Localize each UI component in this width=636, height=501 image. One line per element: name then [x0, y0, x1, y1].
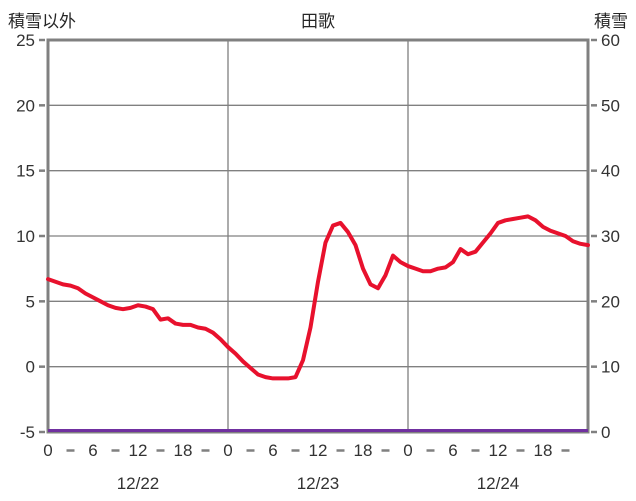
- x-tick-label: 12: [129, 441, 148, 460]
- right-axis-title: 積雪: [594, 12, 628, 31]
- x-tick-label: 18: [534, 441, 553, 460]
- y-left-tick-label: 10: [16, 227, 35, 246]
- y-right-tick-label: 20: [601, 292, 620, 311]
- red-series-line: [46, 214, 590, 381]
- y-left-tick-label: 5: [26, 292, 35, 311]
- x-tick-label: 6: [88, 441, 97, 460]
- x-tick-label: 0: [43, 441, 52, 460]
- x-tick-label: 18: [354, 441, 373, 460]
- chart-title: 田歌: [301, 12, 335, 31]
- date-label: 12/22: [117, 474, 160, 493]
- y-right-tick-label: 10: [601, 358, 620, 377]
- y-left-tick-label: -5: [20, 423, 35, 442]
- date-label: 12/24: [477, 474, 520, 493]
- x-tick-label: 18: [174, 441, 193, 460]
- x-tick-label: 0: [403, 441, 412, 460]
- y-right-tick-label: 60: [601, 31, 620, 50]
- x-tick-label: 6: [268, 441, 277, 460]
- y-right-tick-label: 30: [601, 227, 620, 246]
- y-right-tick-label: 0: [601, 423, 610, 442]
- x-tick-label: 0: [223, 441, 232, 460]
- x-tick-label: 6: [448, 441, 457, 460]
- y-left-tick-label: 20: [16, 96, 35, 115]
- y-left-tick-label: 0: [26, 358, 35, 377]
- x-tick-label: 12: [309, 441, 328, 460]
- left-axis-title: 積雪以外: [8, 12, 76, 31]
- y-right-tick-label: 40: [601, 162, 620, 181]
- x-tick-label: 12: [489, 441, 508, 460]
- y-left-tick-label: 15: [16, 162, 35, 181]
- date-label: 12/23: [297, 474, 340, 493]
- y-left-tick-label: 25: [16, 31, 35, 50]
- y-right-tick-label: 50: [601, 96, 620, 115]
